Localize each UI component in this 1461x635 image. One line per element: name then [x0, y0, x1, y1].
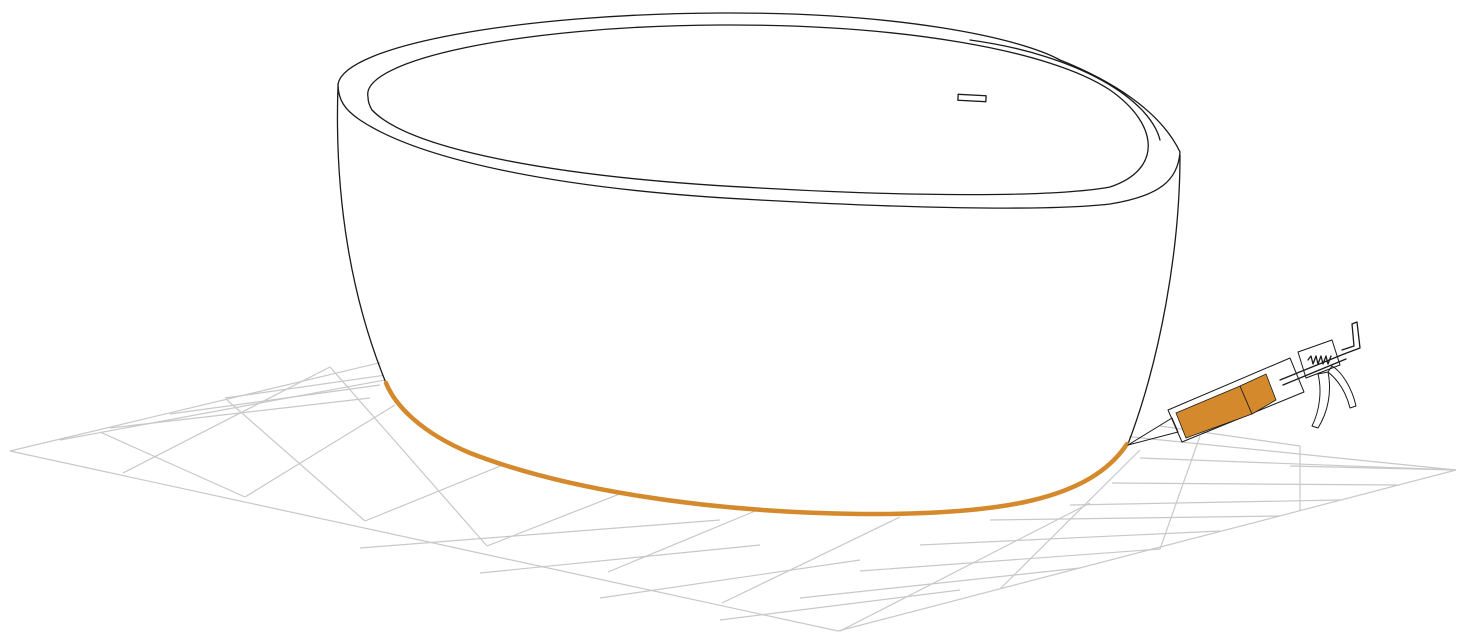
bathtub-left-wall — [336, 85, 387, 384]
caulk-plunger-rod-2 — [1282, 358, 1347, 386]
grid-line — [599, 559, 861, 599]
grid-line — [224, 374, 387, 399]
sealant-bead — [383, 380, 1130, 517]
grid-line — [244, 404, 396, 498]
caulk-gun-frame — [1297, 339, 1341, 379]
bathtub-right-wall — [1127, 154, 1181, 445]
grid-line — [919, 530, 1221, 546]
caulk-gun-handle — [1311, 371, 1331, 429]
grid-line — [721, 516, 901, 604]
grid-line — [329, 366, 488, 547]
grid-line — [479, 544, 761, 574]
caulk-plunger-rod — [1279, 353, 1345, 381]
grid-line — [99, 431, 246, 498]
grid-line — [169, 384, 381, 415]
grid-line — [226, 399, 366, 522]
caulking-gun-icon — [1127, 321, 1361, 446]
grid-line — [122, 366, 331, 474]
grid-line — [607, 508, 761, 573]
grid-line — [859, 548, 1161, 572]
grid-line — [486, 485, 641, 547]
caulk-gun-trigger — [1327, 365, 1357, 409]
floor-tile-grid — [9, 360, 1457, 632]
grid-line — [1289, 465, 1457, 471]
bathtub-outer-rim — [337, 12, 1181, 153]
bathtub — [336, 12, 1181, 445]
bathtub-inner-rim — [969, 39, 1161, 141]
grid-line — [719, 589, 961, 621]
grid-line — [359, 519, 721, 549]
caulk-cartridge-fill-upper — [1239, 373, 1277, 415]
caulk-cartridge — [1167, 357, 1305, 443]
bathtub-body-fill — [336, 14, 1180, 515]
grid-line — [1111, 482, 1401, 486]
grid-line — [1139, 457, 1457, 471]
grid-line — [109, 397, 371, 429]
grid-line — [1159, 425, 1301, 447]
grid-line — [364, 457, 521, 522]
caulk-gun-spring — [1307, 355, 1332, 365]
bathtub-inner-basin — [367, 24, 1149, 196]
grid-line — [999, 449, 1141, 590]
caulk-cartridge-fill — [1175, 385, 1253, 439]
caulk-gun-hook — [1341, 321, 1361, 355]
grid-line — [59, 379, 386, 441]
bathtub-rim-lip — [337, 83, 1181, 209]
grid-line — [989, 515, 1281, 521]
grid-line — [799, 567, 1081, 599]
overflow-drain-icon — [957, 93, 987, 103]
grid-line — [1069, 499, 1341, 506]
grid-line — [839, 502, 1091, 632]
grid-line — [1159, 435, 1201, 550]
